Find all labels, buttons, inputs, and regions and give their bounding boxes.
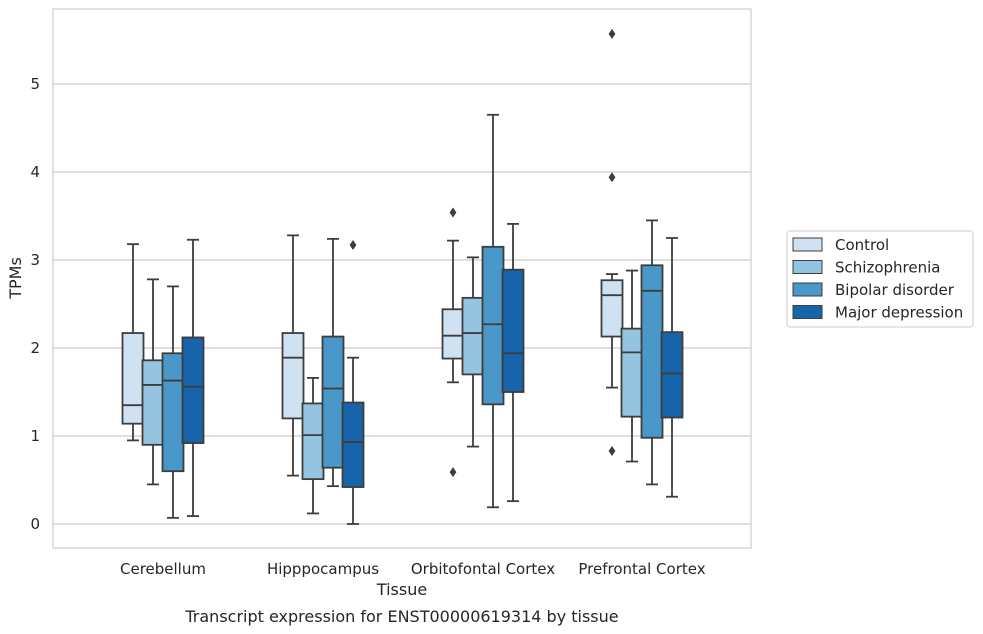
y-tick-label-1: 1 xyxy=(30,427,40,445)
box-body xyxy=(161,352,185,473)
legend-frame xyxy=(786,230,974,328)
box-body xyxy=(620,327,644,418)
outlier-1 xyxy=(349,240,357,251)
legend: Control Schizophrenia Bipolar disorder Majo… xyxy=(786,230,974,328)
box-body xyxy=(321,335,345,469)
box-1-1 xyxy=(121,243,145,442)
box-body xyxy=(461,296,485,376)
box-1-2 xyxy=(141,278,165,486)
box-4-1 xyxy=(600,28,624,456)
y-axis-label: TPMs xyxy=(6,257,25,300)
chart-caption: Transcript expression for ENST0000061931… xyxy=(184,607,618,626)
outlier-1 xyxy=(608,28,616,39)
y-tick-label-4: 4 xyxy=(30,163,40,181)
outlier-1 xyxy=(449,207,457,218)
legend-swatch-2 xyxy=(792,260,823,274)
box-body xyxy=(141,359,165,446)
box-2-1 xyxy=(281,234,305,477)
outlier-2 xyxy=(608,172,616,183)
box-body xyxy=(341,401,365,488)
legend-swatch-3 xyxy=(792,282,823,297)
box-body xyxy=(600,279,624,338)
box-1-4 xyxy=(181,238,205,517)
legend-swatch-1 xyxy=(792,237,823,252)
legend-label-3: Bipolar disorder xyxy=(835,281,955,299)
y-tick-label-2: 2 xyxy=(30,339,40,357)
y-tick-label-3: 3 xyxy=(30,251,40,269)
outlier-2 xyxy=(449,467,457,478)
box-body xyxy=(301,402,325,481)
legend-label-1: Control xyxy=(835,236,889,254)
box-groups xyxy=(121,28,684,525)
x-tick-label-3: Orbitofontal Cortex xyxy=(411,560,555,578)
box-body xyxy=(660,331,684,419)
legend-swatch-4 xyxy=(792,305,823,319)
y-tick-label-0: 0 xyxy=(30,515,40,533)
x-axis-label: Tissue xyxy=(376,580,427,599)
box-4-4 xyxy=(660,237,684,498)
box-3-3 xyxy=(481,113,505,509)
box-2-4 xyxy=(341,240,365,525)
box-body xyxy=(181,336,205,444)
box-body xyxy=(501,268,525,393)
box-body xyxy=(121,332,145,425)
x-tick-label-2: Hipppocampus xyxy=(267,560,379,578)
box-body xyxy=(441,308,465,360)
y-tick-labels: 0 1 2 3 4 5 xyxy=(30,75,40,533)
box-3-4 xyxy=(501,223,525,503)
y-tick-label-5: 5 xyxy=(30,75,40,93)
x-tick-label-4: Prefrontal Cortex xyxy=(578,560,705,578)
box-body xyxy=(281,332,305,420)
box-body xyxy=(481,245,505,406)
legend-label-4: Major depression xyxy=(835,304,963,322)
x-tick-label-1: Cerebellum xyxy=(120,560,206,578)
box-2-2 xyxy=(301,377,325,515)
plot-frame xyxy=(52,8,752,549)
box-3-1 xyxy=(441,207,465,478)
outlier-3 xyxy=(608,445,616,456)
x-tick-labels: Cerebellum Hipppocampus Orbitofontal Corte… xyxy=(120,560,706,578)
legend-label-2: Schizophrenia xyxy=(835,259,940,277)
